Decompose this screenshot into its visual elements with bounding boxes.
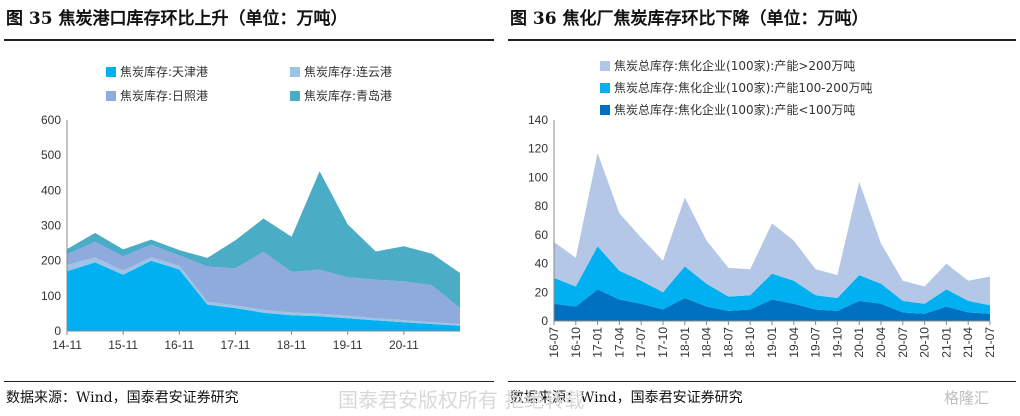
area-series	[554, 246, 990, 314]
area-series	[67, 260, 460, 331]
x-tick-label: 17-10	[656, 327, 670, 358]
y-tick-label: 300	[41, 219, 61, 233]
legend-swatch	[106, 91, 116, 101]
x-tick-label: 21-07	[983, 327, 997, 358]
x-tick-label: 18-11	[277, 338, 307, 352]
y-tick-label: 0	[54, 324, 61, 338]
x-tick-label: 17-11	[221, 338, 251, 352]
x-tick-label: 17-04	[612, 327, 626, 358]
chart-title: 图 35 焦炭港口库存环比上升（单位：万吨）	[6, 9, 348, 29]
x-tick-label: 21-01	[939, 327, 953, 358]
x-tick-label: 19-07	[809, 327, 823, 358]
legend-swatch	[600, 83, 610, 93]
legend-label: 焦炭总库存:焦化企业(100家):产能>200万吨	[614, 58, 855, 73]
x-tick-label: 16-10	[569, 327, 583, 358]
y-tick-label: 100	[528, 170, 548, 184]
y-tick-label: 0	[541, 314, 548, 328]
area-series	[554, 289, 990, 321]
y-tick-label: 120	[528, 142, 548, 156]
x-tick-label: 20-11	[389, 338, 419, 352]
legend-swatch	[600, 105, 610, 115]
x-tick-label: 14-11	[52, 338, 82, 352]
x-tick-label: 18-01	[678, 327, 692, 358]
chart-title: 图 36 焦化厂焦炭库存环比下降（单位：万吨）	[510, 9, 869, 29]
legend-label: 焦炭库存:天津港	[120, 64, 208, 79]
x-tick-label: 19-04	[787, 327, 801, 358]
legend-swatch	[600, 61, 610, 71]
y-tick-label: 400	[41, 183, 61, 197]
y-tick-label: 40	[535, 257, 549, 271]
x-tick-label: 19-01	[765, 327, 779, 358]
y-tick-label: 80	[535, 199, 549, 213]
x-tick-label: 16-07	[547, 327, 561, 358]
legend-swatch	[290, 91, 300, 101]
x-tick-label: 19-10	[830, 327, 844, 358]
source-note: 数据来源：Wind，国泰君安证券研究	[6, 390, 239, 406]
watermark: 国泰君安版权所有 拒绝转载	[338, 388, 585, 412]
legend-label: 焦炭总库存:焦化企业(100家):产能<100万吨	[614, 102, 855, 117]
x-tick-label: 18-04	[700, 327, 714, 358]
x-tick-label: 18-07	[721, 327, 735, 358]
x-tick-label: 15-11	[108, 338, 138, 352]
legend-swatch	[290, 67, 300, 77]
legend-label: 焦炭库存:日照港	[120, 88, 208, 103]
source-rule	[508, 381, 1016, 382]
source-rule	[4, 381, 494, 382]
x-tick-label: 20-04	[874, 327, 888, 358]
y-tick-label: 200	[41, 254, 61, 268]
legend-swatch	[106, 67, 116, 77]
area-series	[67, 171, 460, 309]
x-tick-label: 18-10	[743, 327, 757, 358]
legend-label: 焦炭库存:连云港	[304, 64, 392, 79]
y-tick-label: 140	[528, 113, 548, 127]
x-tick-label: 20-01	[852, 327, 866, 358]
y-tick-label: 600	[41, 113, 61, 127]
x-tick-label: 17-07	[634, 327, 648, 358]
chart-panel-port-inventory: 图 35 焦炭港口库存环比上升（单位：万吨） 0 100 200 300 400 500 6…	[0, 0, 498, 416]
x-tick-label: 21-04	[961, 327, 975, 358]
y-tick-label: 100	[41, 289, 61, 303]
chart-panel-coking-plant-inventory: 图 36 焦化厂焦炭库存环比下降（单位：万吨） 0 20 40 60 80 100 120 1…	[504, 0, 1020, 416]
title-rule	[508, 39, 1016, 41]
y-tick-label: 20	[535, 285, 549, 299]
area-series	[67, 241, 460, 324]
x-tick-label: 16-11	[164, 338, 194, 352]
chart-coking-plant-inventory: 0 20 40 60 80 100 120 140 16-07 16-10 17-01 17-04 17…	[528, 58, 997, 358]
x-tick-label: 20-10	[918, 327, 932, 358]
x-tick-label: 17-01	[591, 327, 605, 358]
x-tick-label: 19-11	[333, 338, 363, 352]
title-rule	[4, 39, 494, 41]
gelonghui-badge: 格隆汇	[944, 389, 990, 407]
area-series	[554, 153, 990, 306]
legend-label: 焦炭库存:青岛港	[304, 88, 392, 103]
x-tick-label: 20-07	[896, 327, 910, 358]
legend-label: 焦炭总库存:焦化企业(100家):产能100-200万吨	[614, 80, 873, 95]
y-tick-label: 500	[41, 148, 61, 162]
area-series	[67, 257, 460, 326]
source-note: 数据来源：Wind，国泰君安证券研究	[510, 390, 743, 406]
chart-port-inventory: 0 100 200 300 400 500 600 14-11 15-11 16-11 17-11 1…	[41, 64, 460, 352]
y-tick-label: 60	[535, 228, 549, 242]
